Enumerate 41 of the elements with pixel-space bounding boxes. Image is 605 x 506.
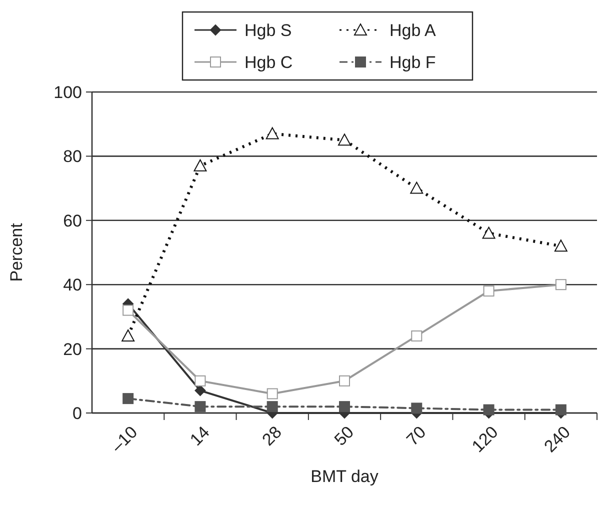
x-tick-label: 50	[330, 422, 358, 450]
point	[122, 304, 134, 316]
point	[266, 388, 278, 400]
point	[483, 286, 494, 297]
y-tick-label: 20	[63, 340, 82, 359]
legend-label: Hgb C	[244, 52, 293, 72]
point	[554, 240, 568, 252]
y-tick-label: 0	[72, 404, 82, 423]
y-tick-label: 60	[63, 211, 82, 230]
point	[122, 393, 134, 404]
legend-label: Hgb S	[244, 20, 292, 40]
point	[194, 385, 206, 396]
x-tick-label: 120	[468, 422, 502, 456]
y-tick-label: 80	[63, 147, 82, 166]
x-tick-label: 28	[258, 422, 286, 450]
point	[266, 127, 279, 140]
point	[483, 404, 494, 416]
point	[339, 401, 350, 412]
point	[555, 404, 566, 416]
point	[555, 279, 566, 290]
point	[122, 329, 135, 342]
y-tick-label: 40	[63, 276, 82, 295]
point	[194, 375, 206, 386]
legend-label: Hgb F	[390, 52, 436, 72]
point	[266, 401, 278, 412]
x-axis-title: BMT day	[310, 467, 379, 486]
x-tick-label: 240	[540, 422, 574, 456]
point	[482, 226, 496, 239]
x-tick-label: –10	[108, 422, 142, 456]
point	[339, 375, 350, 386]
point	[338, 134, 351, 146]
x-tick-label: 70	[402, 422, 430, 450]
x-tick-label: 14	[186, 422, 214, 450]
y-axis-title: Percent	[7, 222, 26, 282]
point	[194, 401, 206, 412]
point	[410, 182, 424, 194]
point	[411, 402, 422, 414]
point	[194, 159, 207, 172]
point	[411, 330, 422, 342]
y-tick-label: 100	[54, 82, 82, 102]
legend-label: Hgb A	[390, 20, 436, 40]
